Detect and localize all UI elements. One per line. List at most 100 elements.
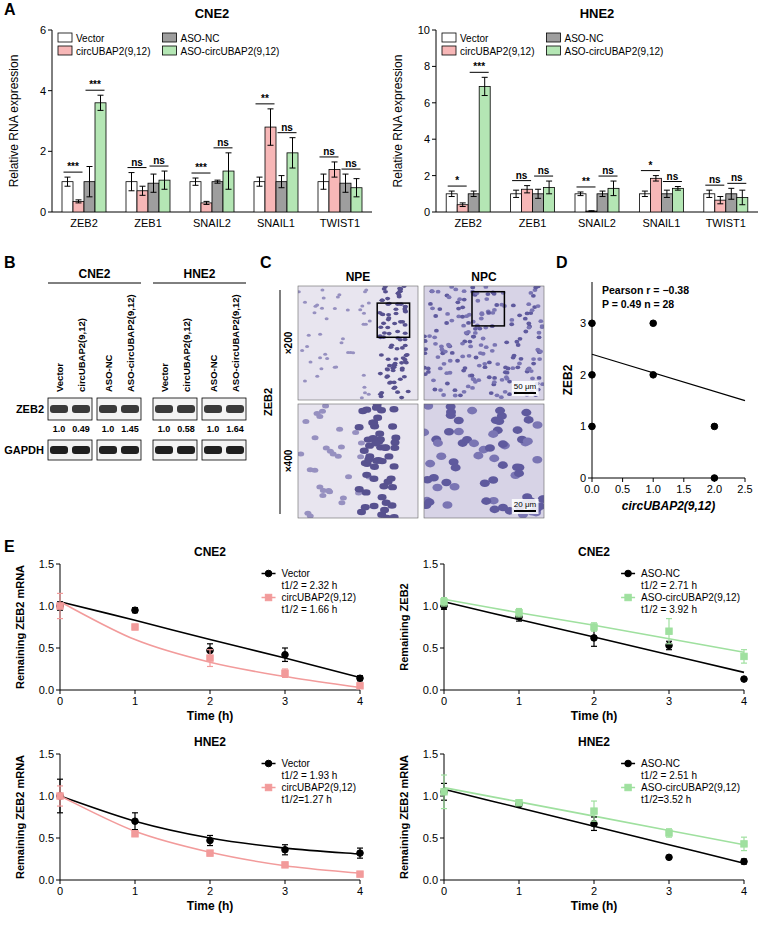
cell [389,406,398,412]
cell [462,289,467,293]
marks [589,320,745,481]
cell [499,303,504,307]
error-line [259,177,260,186]
error-cap [666,618,672,619]
cell [362,312,366,315]
legend-swatch [58,33,72,42]
y-tick [56,754,60,755]
cell [438,366,443,370]
x-tick [744,690,745,694]
error-line [613,181,614,196]
y-axis [52,30,53,212]
cell [325,317,329,320]
significance-label: * [648,160,652,171]
cell [479,343,484,347]
error-cap [664,190,670,191]
marker [132,607,139,614]
cell [323,353,327,356]
significance-label: ns [281,122,293,133]
cell [432,335,437,339]
legend-swatch [546,33,560,42]
cell [400,367,405,371]
legend-swatch [546,46,560,55]
error-cap [57,805,63,806]
cell [453,394,458,398]
significance-label: ns [602,165,614,176]
error-cap [578,191,584,192]
error-bar [132,608,138,613]
x-tick-label: 1 [132,695,138,707]
error-cap [741,663,747,664]
y-tick [440,880,444,881]
line-chart: CNE20.00.51.01.501234Time (h)Remaining Z… [398,545,747,723]
cell [438,388,443,392]
y-tick-label: 3 [580,317,586,329]
error-line [516,190,517,197]
error-cap [441,597,447,598]
lane-label: ASO-circUBAP2(9,12) [230,294,241,392]
error-bar [357,848,363,858]
image-ground [424,404,544,518]
marker [357,675,364,682]
error-line [100,95,101,110]
error-cap [728,188,734,189]
cell [470,374,475,378]
cell [338,500,345,505]
error-line [720,197,721,204]
image-ground [298,286,418,400]
error-cap [591,646,597,647]
cell [474,356,479,360]
x-tick [285,880,286,884]
cell [430,289,435,293]
cell [495,393,500,397]
cell [360,448,369,454]
marker [741,653,747,659]
error-line [228,153,229,189]
cell [404,354,409,358]
error-cap [642,196,648,197]
cell [333,366,337,369]
marker [441,789,447,795]
y-tick-label: 0.5 [423,832,438,844]
x-tick-label: 0 [57,885,63,897]
marker [57,603,64,610]
cell [523,330,528,334]
x-tick-label: 3 [282,885,288,897]
cell [345,474,352,479]
marker [666,854,673,861]
blot-frame [48,440,92,460]
x-tick [519,690,520,694]
cell [378,393,383,397]
cell [383,290,388,294]
cell [475,299,480,303]
inset-box [377,303,409,337]
y-axis [60,564,61,690]
marker [132,624,138,630]
y-tick [432,102,436,103]
cell [430,306,435,310]
cell [388,423,397,429]
cell [525,312,530,316]
error-cap [706,190,712,191]
cell [385,368,390,372]
x-tick-label: TWIST1 [320,217,360,229]
legend-swatch [58,46,72,55]
cell [471,335,476,339]
x-axis-title: circUBAP2(9,12) [622,499,715,513]
cell [538,319,543,323]
error-cap [207,666,213,667]
significance-label: ns [731,172,743,183]
x-tick [653,478,654,482]
cell [481,337,486,341]
x-tick [745,478,746,482]
cell [298,452,304,457]
error-bar [642,191,648,196]
significance-label: *** [67,161,79,172]
error-cap [591,830,597,831]
marker [625,784,631,790]
x-tick-label: 3 [282,695,288,707]
error-cap [57,785,63,786]
error-bar [460,203,466,207]
error-bar [290,138,296,168]
cell [480,479,490,487]
